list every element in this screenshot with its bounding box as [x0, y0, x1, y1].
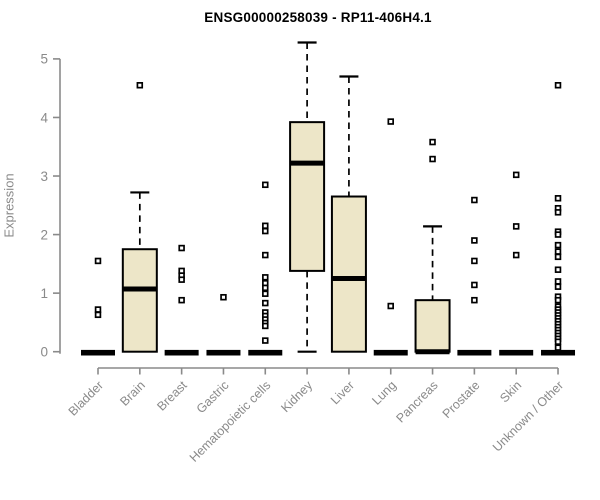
y-tick-label-0: 0: [40, 345, 48, 360]
outlier-point-hematopoietic-cells: [262, 337, 269, 344]
outlier-point-hematopoietic-cells: [262, 222, 269, 230]
x-tick-label-prostate: Prostate: [440, 378, 483, 421]
outlier-point-skin: [512, 171, 520, 179]
flat-box-lung: [373, 349, 408, 356]
outlier-point-skin: [512, 223, 520, 230]
outlier-point-unknown-other: [554, 278, 562, 285]
y-tick-label-1: 1: [40, 286, 48, 301]
x-tick-label-pancreas: Pancreas: [393, 378, 440, 425]
outlier-point-hematopoietic-cells: [262, 290, 269, 297]
outlier-point-unknown-other: [554, 296, 562, 304]
outlier-point-lung: [387, 302, 394, 310]
outlier-point-hematopoietic-cells: [262, 274, 269, 281]
outlier-point-prostate: [471, 257, 478, 265]
outlier-point-brain: [136, 82, 144, 89]
outlier-point-unknown-other: [554, 241, 562, 249]
y-tick-label-2: 2: [40, 227, 48, 242]
box-kidney: [289, 121, 326, 272]
outlier-point-breast: [178, 296, 185, 304]
outlier-point-skin: [512, 251, 520, 259]
chart-title: ENSG00000258039 - RP11-406H4.1: [204, 10, 432, 25]
outlier-point-prostate: [471, 237, 478, 244]
box-pancreas: [414, 299, 451, 353]
outlier-point-bladder: [94, 257, 102, 265]
y-tick-label-3: 3: [40, 169, 48, 184]
box-liver: [330, 195, 367, 353]
x-tick-label-lung: Lung: [369, 378, 399, 408]
outlier-point-unknown-other: [554, 266, 562, 273]
y-tick-label-5: 5: [40, 52, 48, 67]
flat-box-skin: [499, 349, 534, 356]
outlier-point-breast: [178, 244, 185, 252]
x-tick-label-brain: Brain: [117, 378, 148, 409]
outlier-point-lung: [387, 118, 394, 125]
flat-box-gastric: [206, 349, 241, 356]
x-tick-label-kidney: Kidney: [278, 378, 315, 415]
outlier-point-unknown-other: [554, 195, 562, 202]
outlier-point-hematopoietic-cells: [262, 181, 269, 189]
outlier-point-unknown-other: [554, 209, 562, 216]
outlier-point-bladder: [94, 306, 102, 313]
outlier-point-hematopoietic-cells: [262, 322, 269, 330]
flat-box-unknown-other: [541, 349, 576, 356]
outlier-point-unknown-other: [554, 231, 562, 238]
x-tick-label-gastric: Gastric: [194, 378, 232, 416]
outlier-point-unknown-other: [554, 253, 562, 261]
flat-box-breast: [164, 349, 199, 356]
outlier-point-prostate: [471, 281, 478, 289]
x-tick-label-unknown-other: Unknown / Other: [490, 378, 566, 454]
flat-box-bladder: [81, 349, 115, 356]
outlier-point-unknown-other: [554, 344, 562, 351]
x-tick-label-hematopoietic-cells: Hematopoietic cells: [187, 378, 274, 465]
outlier-point-unknown-other: [554, 82, 562, 89]
outlier-point-unknown-other: [554, 248, 562, 255]
y-tick-label-4: 4: [40, 110, 48, 125]
outlier-point-pancreas: [429, 155, 436, 163]
outlier-point-hematopoietic-cells: [262, 299, 269, 307]
outlier-point-pancreas: [429, 138, 436, 146]
x-tick-label-skin: Skin: [497, 378, 524, 405]
outlier-point-gastric: [220, 293, 227, 301]
outlier-point-unknown-other: [554, 283, 562, 290]
x-tick-label-bladder: Bladder: [66, 378, 106, 418]
outlier-point-hematopoietic-cells: [262, 227, 269, 235]
flat-box-hematopoietic-cells: [248, 349, 283, 356]
x-tick-label-breast: Breast: [154, 378, 190, 414]
box-brain: [121, 248, 158, 353]
outlier-point-prostate: [471, 196, 478, 204]
outlier-point-breast: [178, 276, 185, 283]
outlier-point-hematopoietic-cells: [262, 251, 269, 259]
flat-box-prostate: [457, 349, 492, 356]
x-tick-label-liver: Liver: [328, 378, 357, 407]
outlier-point-prostate: [471, 296, 478, 304]
outlier-point-hematopoietic-cells: [262, 284, 269, 292]
outlier-point-unknown-other: [554, 338, 562, 345]
outlier-point-bladder: [94, 311, 102, 319]
